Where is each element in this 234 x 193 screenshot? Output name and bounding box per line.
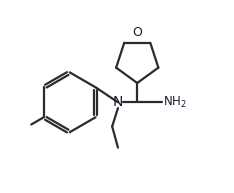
Text: O: O bbox=[132, 26, 142, 39]
Text: NH$_2$: NH$_2$ bbox=[163, 95, 187, 110]
Text: N: N bbox=[113, 95, 123, 109]
